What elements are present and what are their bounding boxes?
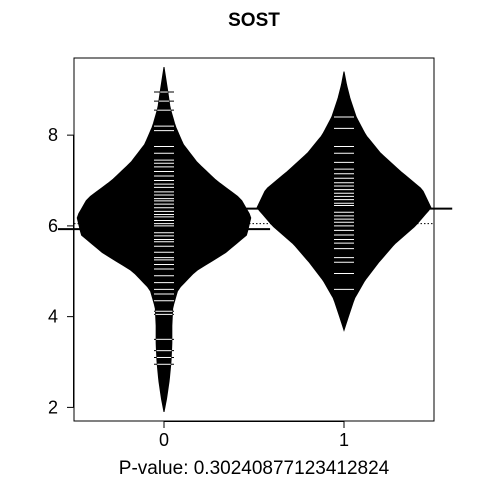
chart-title: SOST [228, 10, 280, 31]
y-tick-label: 4 [48, 307, 58, 327]
x-axis-label: P-value: 0.30240877123412824 [119, 458, 390, 479]
y-tick-label: 6 [48, 216, 58, 236]
y-tick-label: 8 [48, 125, 58, 145]
x-tick-label: 0 [159, 430, 169, 450]
beans-layer [57, 66, 453, 413]
bean-shape-1 [256, 71, 432, 332]
x-tick-label: 1 [339, 430, 349, 450]
y-tick-label: 2 [48, 397, 58, 417]
y-axis: 2 4 6 8 [48, 125, 74, 417]
